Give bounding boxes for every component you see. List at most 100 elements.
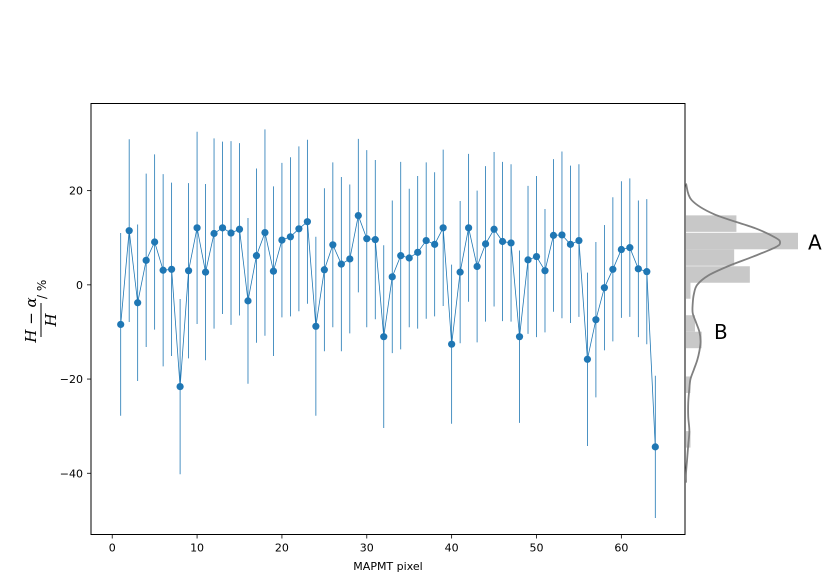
data-point	[235, 225, 244, 233]
data-point	[397, 252, 405, 260]
data-point	[210, 229, 218, 238]
histogram-bar	[686, 315, 695, 332]
annotations: AB	[714, 230, 822, 343]
annotation-a: A	[808, 230, 822, 254]
data-point	[261, 228, 269, 237]
data-point	[431, 240, 439, 248]
data-point	[439, 224, 447, 232]
histogram-bar	[686, 249, 735, 266]
data-point	[422, 236, 430, 245]
data-point	[448, 340, 456, 348]
data-point	[532, 252, 541, 261]
data-point	[159, 266, 167, 274]
data-point	[617, 245, 625, 254]
data-point	[193, 224, 201, 232]
data-point	[363, 235, 371, 243]
data-point	[151, 238, 159, 246]
histogram-bar	[686, 215, 737, 232]
data-point	[337, 260, 345, 268]
data-point	[380, 333, 388, 341]
histogram-bar	[686, 376, 691, 393]
data-point	[405, 254, 413, 262]
data-point	[592, 316, 600, 324]
data-point	[227, 229, 235, 237]
data-point	[558, 231, 566, 239]
y-axis-label-numerator: H − α	[22, 297, 40, 343]
data-point	[575, 236, 583, 245]
data-point	[168, 265, 176, 273]
data-point	[354, 212, 362, 220]
x-tick-label: 50	[530, 542, 544, 555]
data-point	[312, 322, 320, 330]
data-point	[473, 262, 481, 271]
y-tick-label: 0	[76, 279, 83, 292]
data-point	[295, 225, 303, 233]
data-point	[600, 284, 608, 292]
x-tick-label: 20	[275, 542, 289, 555]
histogram-bar	[686, 331, 702, 349]
side-histogram: AB	[685, 183, 822, 483]
data-point	[134, 299, 142, 307]
y-axis-label: H − α H / %	[22, 280, 60, 344]
data-point	[252, 252, 261, 260]
data-point	[218, 224, 227, 232]
data-point	[346, 255, 354, 263]
data-point	[498, 237, 507, 246]
data-point	[465, 224, 473, 232]
data-point	[278, 236, 286, 244]
data-point	[566, 240, 575, 248]
main-plot: 0 10 20 30 40 50 60 −40 −20 0 20 MAPMT pixel H − …	[22, 103, 686, 573]
error-bars	[120, 129, 656, 519]
data-point	[634, 265, 642, 273]
data-point	[142, 256, 150, 264]
data-point	[244, 297, 252, 305]
data-point	[201, 268, 210, 276]
data-point	[269, 267, 278, 275]
plot-frame	[90, 103, 686, 535]
histogram-bar	[686, 232, 798, 250]
x-axis: 0 10 20 30 40 50 60	[109, 534, 628, 555]
data-points	[117, 212, 659, 451]
data-point	[184, 267, 193, 275]
data-point	[651, 443, 659, 451]
y-tick-label: −40	[60, 467, 83, 480]
data-point	[286, 233, 295, 241]
data-point	[320, 266, 328, 274]
data-point	[541, 267, 549, 275]
y-tick-label: −20	[60, 373, 83, 386]
data-point	[583, 355, 592, 363]
y-axis-label-unit: / %	[35, 280, 49, 299]
histogram-bar	[686, 282, 691, 299]
x-tick-label: 0	[109, 542, 116, 555]
data-point	[643, 268, 651, 276]
kde-curve	[685, 183, 781, 483]
data-point	[524, 256, 532, 264]
data-point	[371, 236, 379, 244]
data-point	[176, 382, 184, 391]
x-tick-label: 30	[360, 542, 374, 555]
data-point	[481, 240, 490, 248]
x-tick-label: 40	[445, 542, 459, 555]
x-tick-label: 60	[614, 542, 628, 555]
data-point	[490, 225, 498, 233]
data-point	[626, 244, 634, 252]
data-point	[125, 227, 133, 235]
data-point	[549, 231, 558, 239]
series-line	[120, 214, 656, 447]
data-point	[515, 333, 524, 341]
y-tick-label: 20	[69, 185, 83, 198]
data-point	[117, 320, 125, 329]
y-axis: −40 −20 0 20	[60, 185, 91, 480]
data-point	[507, 239, 515, 247]
data-point	[456, 268, 464, 276]
x-tick-label: 10	[190, 542, 204, 555]
data-point	[609, 265, 617, 273]
data-point	[303, 218, 311, 226]
histogram-bars	[686, 215, 798, 448]
data-point	[329, 241, 337, 249]
data-point	[388, 273, 396, 281]
annotation-b: B	[714, 320, 728, 344]
histogram-bar	[686, 266, 750, 283]
x-axis-label: MAPMT pixel	[353, 560, 422, 573]
